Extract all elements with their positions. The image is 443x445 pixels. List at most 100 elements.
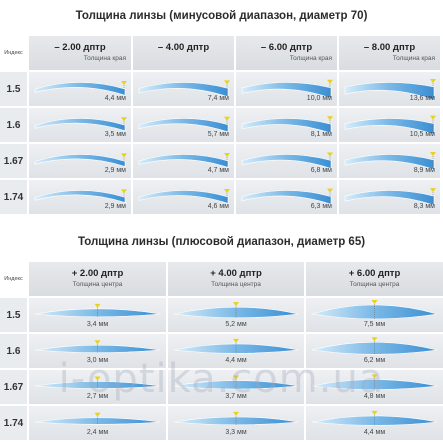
refractive-index-label: 1.6 bbox=[0, 334, 27, 368]
power-label: + 2.00 дптр bbox=[71, 268, 124, 279]
edge-marker-icon bbox=[121, 153, 127, 158]
centre-marker-icon bbox=[371, 300, 378, 304]
thickness-caption: Толщина края bbox=[392, 55, 435, 62]
lens-cell: 6,8 мм bbox=[236, 144, 337, 178]
thickness-value: 2,4 мм bbox=[86, 429, 109, 436]
minus-row: 1.67 2,9 мм 4,7 мм 6,8 мм 8,9 мм bbox=[0, 144, 443, 178]
edge-marker-icon bbox=[430, 79, 436, 83]
thickness-value: 2,9 мм bbox=[104, 167, 126, 174]
thickness-value: 4,4 мм bbox=[363, 429, 386, 436]
lens-diagram bbox=[173, 375, 299, 390]
thickness-caption: Толщина центра bbox=[72, 281, 123, 288]
lens-shape bbox=[311, 341, 438, 355]
lens-shape bbox=[138, 190, 229, 204]
thickness-value: 5,7 мм bbox=[207, 131, 229, 138]
power-label: – 6.00 дптр bbox=[260, 42, 313, 53]
lens-diagram bbox=[173, 411, 299, 426]
lens-diagram bbox=[34, 412, 161, 425]
centre-marker-icon bbox=[233, 375, 239, 380]
edge-marker-icon bbox=[121, 189, 127, 194]
lens-cell: 8,1 мм bbox=[236, 108, 337, 142]
refractive-index-label: 1.6 bbox=[0, 108, 27, 142]
edge-marker-icon bbox=[224, 116, 230, 121]
lens-cell: 4,8 мм bbox=[306, 370, 443, 404]
lens-diagram bbox=[34, 340, 161, 353]
index-header: Индекс bbox=[4, 276, 23, 282]
lens-shape bbox=[311, 304, 438, 320]
lens-cell: 4,4 мм bbox=[29, 72, 131, 106]
thickness-value: 8,3 мм bbox=[413, 203, 435, 210]
power-header-cell: + 6.00 дптр Толщина центра bbox=[306, 262, 443, 296]
lens-diagram bbox=[34, 153, 127, 167]
lens-cell: 3,0 мм bbox=[29, 334, 166, 368]
edge-marker-icon bbox=[121, 117, 127, 122]
thickness-value: 4,7 мм bbox=[207, 167, 229, 174]
lens-shape bbox=[241, 154, 332, 169]
lens-cell: 10,0 мм bbox=[236, 72, 337, 106]
lens-diagram bbox=[34, 303, 161, 318]
minus-row: 1.74 2,9 мм 4,6 мм 6,3 мм 8,3 мм bbox=[0, 180, 443, 214]
thickness-value: 13,6 мм bbox=[409, 95, 435, 102]
lens-diagram bbox=[344, 115, 436, 135]
index-header: Индекс bbox=[4, 50, 23, 56]
plus-row: 1.74 2,4 мм 3,3 мм 4,4 мм bbox=[0, 406, 443, 440]
edge-marker-icon bbox=[121, 81, 127, 86]
edge-marker-icon bbox=[224, 80, 230, 85]
thickness-value: 6,8 мм bbox=[310, 167, 332, 174]
lens-diagram bbox=[241, 152, 333, 169]
minus-table-title: Толщина линзы (минусовой диапазон, диаме… bbox=[75, 10, 368, 22]
lens-diagram bbox=[173, 338, 299, 354]
centre-marker-icon bbox=[233, 411, 239, 416]
edge-marker-icon bbox=[327, 116, 333, 121]
lens-cell: 2,4 мм bbox=[29, 406, 166, 440]
edge-marker-icon bbox=[224, 152, 230, 157]
power-header-cell: – 4.00 дптр bbox=[133, 36, 234, 70]
lens-cell: 3,7 мм bbox=[168, 370, 304, 404]
thickness-value: 4,4 мм bbox=[225, 357, 247, 364]
thickness-value: 8,1 мм bbox=[310, 131, 332, 138]
power-header-cell: + 2.00 дптр Толщина центра bbox=[29, 262, 166, 296]
lens-diagram bbox=[34, 189, 127, 203]
lens-diagram bbox=[34, 376, 161, 389]
centre-marker-icon bbox=[371, 410, 378, 415]
power-header-cell: – 6.00 дптр Толщина края bbox=[236, 36, 337, 70]
lens-diagram bbox=[311, 410, 438, 426]
refractive-index-label: 1.67 bbox=[0, 144, 27, 178]
lens-diagram bbox=[173, 302, 299, 319]
lens-diagram bbox=[241, 79, 333, 99]
thickness-value: 2,9 мм bbox=[104, 203, 126, 210]
lens-cell: 6,3 мм bbox=[236, 180, 337, 214]
thickness-caption: Толщина центра bbox=[349, 281, 400, 288]
lens-diagram bbox=[138, 80, 230, 98]
centre-marker-icon bbox=[233, 302, 239, 307]
thickness-caption: Толщина края bbox=[289, 55, 332, 62]
thickness-value: 4,4 мм bbox=[104, 95, 126, 102]
plus-table-title: Толщина линзы (плюсовой диапазон, диамет… bbox=[77, 236, 366, 248]
refractive-index-label: 1.5 bbox=[0, 72, 27, 106]
lens-shape bbox=[241, 190, 332, 205]
power-header-cell: + 4.00 дптр Толщина центра bbox=[168, 262, 304, 296]
lens-shape bbox=[173, 380, 299, 390]
thickness-value: 6,3 мм bbox=[310, 203, 332, 210]
minus-row: 1.5 4,4 мм 7,4 мм 10,0 мм 13,6 мм bbox=[0, 72, 443, 106]
lens-cell: 8,9 мм bbox=[339, 144, 440, 178]
lens-shape bbox=[138, 154, 229, 168]
lens-cell: 4,4 мм bbox=[168, 334, 304, 368]
lens-diagram bbox=[34, 117, 127, 132]
power-label: – 8.00 дптр bbox=[363, 42, 416, 53]
thickness-value: 4,8 мм bbox=[363, 393, 386, 400]
thickness-caption: Толщина центра bbox=[211, 281, 261, 288]
thickness-value: 3,4 мм bbox=[86, 321, 109, 328]
lens-diagram bbox=[344, 152, 436, 171]
power-label: – 4.00 дптр bbox=[157, 42, 210, 53]
lens-shape bbox=[34, 82, 126, 96]
lens-shape bbox=[241, 118, 332, 134]
lens-diagram bbox=[344, 79, 436, 101]
edge-marker-icon bbox=[430, 152, 436, 157]
lens-cell: 5,2 мм bbox=[168, 298, 304, 332]
edge-marker-icon bbox=[327, 79, 333, 84]
lens-cell: 8,3 мм bbox=[339, 180, 440, 214]
minus-header-row: Индекс – 2.00 дптр Толщина края – 4.00 дптр… bbox=[0, 36, 443, 70]
lens-diagram bbox=[241, 188, 333, 205]
lens-diagram bbox=[138, 188, 230, 204]
